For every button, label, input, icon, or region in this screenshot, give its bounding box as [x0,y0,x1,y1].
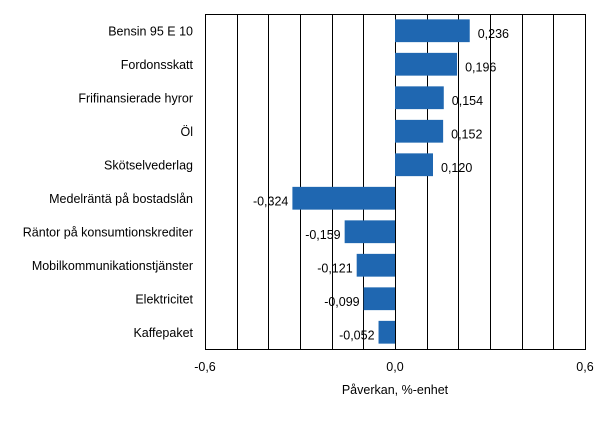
bar [395,52,458,76]
bar [344,220,395,244]
bar [378,320,395,344]
category-label: Frifinansierade hyror [78,91,193,105]
plot-frame [205,14,586,350]
bar [395,119,444,143]
value-label: -0,099 [324,295,359,309]
x-tick-label: -0,6 [194,360,216,374]
bar [363,287,395,311]
bar [292,186,395,210]
bar [356,253,395,277]
category-labels: Bensin 95 E 10 Fordonsskatt Frifinansierad… [23,24,194,340]
category-label: Skötselvederlag [104,158,193,172]
x-tick-label: 0,6 [576,360,593,374]
x-axis-title: Påverkan, %-enhet [342,383,449,397]
value-label: -0,159 [305,228,340,242]
value-label: 0,152 [451,127,482,141]
category-label: Kaffepaket [133,326,193,340]
value-labels: 0,236 0,196 0,154 0,152 0,120 -0,324 -0,159 -0,… [253,27,509,343]
bar [395,86,444,110]
bar [395,153,433,177]
value-label: 0,236 [478,27,509,41]
category-label: Elektricitet [135,292,193,306]
value-label: -0,052 [339,328,374,342]
bar [395,19,470,43]
x-tick-labels: -0,6 0,0 0,6 [194,360,594,374]
category-label: Öl [181,125,194,139]
category-label: Medelräntä på bostadslån [49,192,193,206]
x-tick-label: 0,0 [386,360,403,374]
category-label: Bensin 95 E 10 [108,24,193,38]
category-label: Fordonsskatt [121,58,194,72]
value-label: -0,324 [253,194,288,208]
value-label: 0,154 [452,94,483,108]
value-label: -0,121 [317,261,352,275]
category-label: Mobilkommunikationstjänster [32,259,193,273]
category-label: Räntor på konsumtionskrediter [23,225,193,239]
bar-layer [292,19,470,344]
value-label: 0,120 [441,161,472,175]
value-label: 0,196 [465,60,496,74]
